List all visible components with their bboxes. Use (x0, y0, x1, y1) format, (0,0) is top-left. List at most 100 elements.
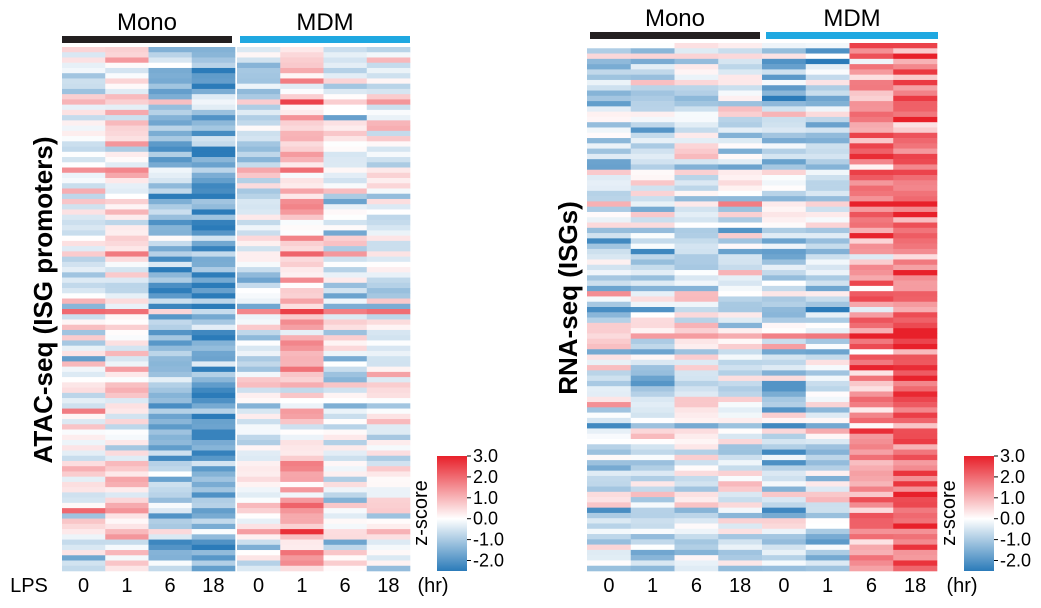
rna-heatmap-cell (718, 555, 763, 561)
atac-heatmap-cell (280, 455, 324, 462)
atac-heatmap-cell (105, 277, 149, 284)
rna-heatmap-cell (849, 164, 894, 171)
rna-heatmap-cell (849, 544, 894, 551)
rna-heatmap-cell (718, 238, 763, 244)
atac-heatmap-cell (191, 487, 236, 493)
atac-heatmap-cell (148, 466, 193, 472)
rna-heatmap-cell (849, 370, 894, 376)
rna-heatmap-cell (630, 296, 675, 303)
atac-heatmap-cell (366, 214, 411, 221)
rna-heatmap-cell (805, 370, 850, 376)
atac-heatmap-cell (105, 115, 149, 121)
atac-heatmap-cell (62, 513, 106, 519)
rna-heatmap-cell (762, 95, 807, 102)
atac-heatmap-cell (62, 99, 106, 105)
rna-heatmap-cell (893, 270, 938, 276)
atac-heatmap-cell (366, 534, 411, 540)
rna-heatmap-cell (674, 343, 719, 350)
atac-heatmap-cell (280, 413, 324, 420)
rna-heatmap-cell (718, 175, 763, 181)
atac-heatmap-cell (280, 104, 324, 111)
atac-heatmap-cell (105, 481, 149, 488)
rna-heatmap-cell (893, 491, 938, 498)
rna-heatmap-cell (674, 270, 719, 276)
rna-heatmap-cell (587, 375, 632, 382)
rna-heatmap-cell (630, 444, 675, 450)
rna-heatmap-cell (893, 512, 938, 519)
rna-heatmap-cell (630, 502, 675, 508)
atac-heatmap-cell (62, 440, 106, 446)
rna-heatmap-cell (674, 502, 719, 508)
rna-heatmap-cell (762, 338, 807, 345)
atac-heatmap-cell (237, 366, 281, 373)
atac-heatmap-cell (62, 450, 106, 457)
rna-heatmap-cell (587, 190, 632, 197)
rna-heatmap-cell (630, 528, 675, 535)
rna-heatmap-cell (630, 365, 675, 371)
atac-heatmap-cell (191, 256, 236, 263)
rna-heatmap-cell (718, 217, 763, 223)
rna-heatmap-cell (718, 138, 763, 144)
rna-heatmap-cell (849, 238, 894, 244)
rna-heatmap-cell (630, 180, 675, 186)
atac-heatmap-cell (191, 151, 236, 158)
rna-heatmap-cell (849, 433, 894, 440)
atac-heatmap-cell (237, 52, 281, 58)
rna-heatmap-cell (893, 343, 938, 350)
atac-heatmap-cell (280, 513, 324, 519)
atac-heatmap-cell (105, 350, 149, 357)
rna-heatmap-cell (849, 196, 894, 202)
atac-heatmap-cell (191, 460, 236, 467)
atac-heatmap-cell (148, 487, 193, 493)
atac-heatmap-cell (191, 267, 236, 273)
rna-heatmap-cell (762, 180, 807, 186)
rna-heatmap-cell (849, 206, 894, 213)
rna-heatmap-cell (587, 201, 632, 207)
rna-heatmap-cell (762, 296, 807, 303)
atac-heatmap-cell (366, 361, 411, 367)
rna-heatmap-cell (587, 122, 632, 128)
rna-heatmap-cell (805, 428, 850, 435)
atac-heatmap-cell (366, 314, 411, 320)
atac-heatmap-cell (237, 455, 281, 462)
rna-heatmap-cell (674, 148, 719, 155)
atac-heatmap-cell (323, 550, 368, 556)
rna-heatmap-cell (587, 528, 632, 535)
atac-heatmap-cell (237, 88, 281, 95)
atac-heatmap-cell (280, 544, 324, 551)
atac-heatmap-cell (191, 198, 236, 205)
rna-heatmap-cell (718, 190, 763, 197)
atac-heatmap-cell (191, 230, 236, 236)
rna-heatmap-cell (630, 412, 675, 419)
atac-heatmap-cell (366, 109, 411, 116)
atac-heatmap-cell (237, 193, 281, 200)
atac-heatmap-cell (280, 434, 324, 441)
rna-heatmap-cell (718, 291, 763, 297)
atac-heatmap-cell (191, 534, 236, 540)
atac-heatmap-cell (280, 476, 324, 483)
rna-heatmap-cell (674, 328, 719, 334)
atac-heatmap-cell (62, 130, 106, 137)
rna-heatmap-cell (630, 328, 675, 334)
atac-heatmap-cell (105, 272, 149, 278)
rna-heatmap-cell (674, 465, 719, 471)
atac-heatmap-cell (280, 251, 324, 257)
rna-heatmap-cell (630, 491, 675, 498)
rna-heatmap-cell (630, 301, 675, 308)
atac-heatmap-cell (62, 529, 106, 535)
rna-heatmap-cell (587, 481, 632, 487)
rna-heatmap-cell (893, 143, 938, 149)
atac-heatmap-cell (105, 261, 149, 268)
rna-heatmap-cell (630, 270, 675, 276)
atac-heatmap-cell (323, 309, 368, 315)
atac-heatmap-cell (237, 497, 281, 504)
rna-heatmap-cell (893, 132, 938, 139)
atac-heatmap-cell (237, 146, 281, 153)
rna-heatmap-cell (762, 444, 807, 450)
rna-heatmap-cell (674, 53, 719, 60)
rna-heatmap-cell (630, 264, 675, 271)
rna-heatmap-cell (630, 507, 675, 514)
rna-heatmap-cell (674, 312, 719, 318)
rna-heatmap-cell (849, 43, 894, 49)
atac-heatmap-cell (237, 487, 281, 493)
